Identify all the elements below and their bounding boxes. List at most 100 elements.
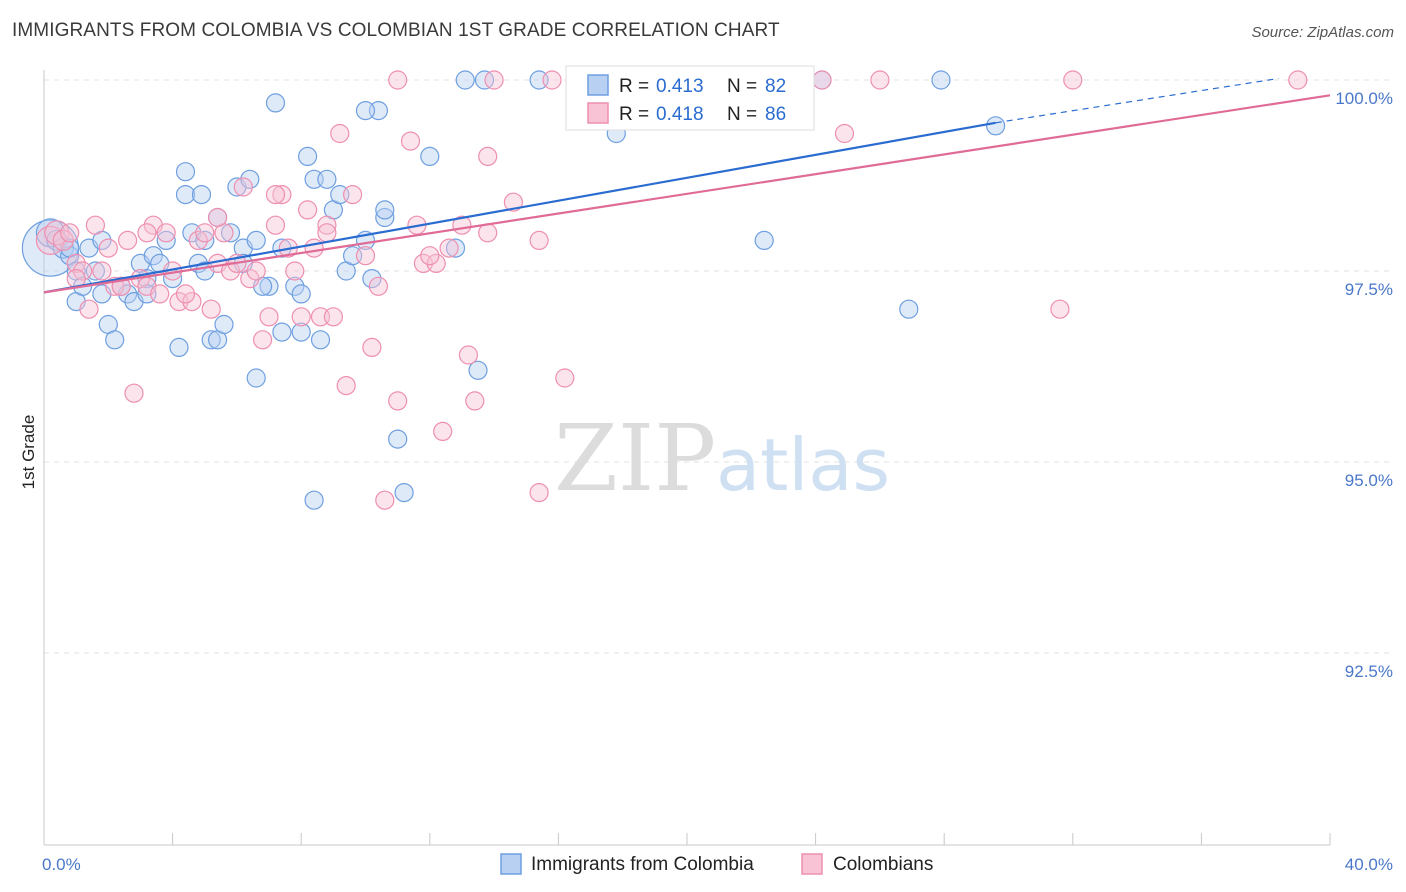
point-colombians <box>433 421 453 441</box>
point-colombians <box>98 238 118 258</box>
series-legend-swatch-blue <box>500 853 522 875</box>
point-colombians <box>92 261 112 281</box>
watermark: ZIP atlas <box>554 405 890 512</box>
point-colombians <box>272 185 292 205</box>
point-immigrants-colombia <box>298 146 318 166</box>
point-immigrants-colombia <box>394 483 414 503</box>
point-colombians <box>388 70 408 90</box>
point-immigrants-colombia <box>169 337 189 357</box>
point-immigrants-colombia <box>175 162 196 182</box>
tick-labels: 100.0% 97.5% 95.0% 92.5% <box>1335 89 1393 681</box>
point-colombians <box>265 215 286 235</box>
point-immigrants-colombia <box>375 207 395 228</box>
point-colombians <box>188 230 208 250</box>
point-immigrants-colombia <box>201 330 221 350</box>
point-immigrants-colombia <box>388 429 408 449</box>
point-colombians <box>336 376 356 396</box>
point-immigrants-colombia <box>195 230 215 250</box>
point-immigrants-colombia <box>310 330 331 350</box>
point-colombians <box>201 299 221 319</box>
point-immigrants-colombia <box>214 314 234 335</box>
point-colombians <box>870 70 890 90</box>
point-colombians <box>233 177 253 197</box>
chart-source: Source: ZipAtlas.com <box>1251 24 1394 41</box>
point-colombians <box>1288 70 1308 90</box>
x-tick-min: 0.0% <box>42 855 81 874</box>
point-colombians <box>529 230 549 250</box>
point-colombians <box>323 307 343 327</box>
chart-title: IMMIGRANTS FROM COLOMBIA VS COLOMBIAN 1S… <box>12 20 780 41</box>
point-colombians <box>79 299 99 319</box>
point-colombians <box>439 238 459 258</box>
legend-n-value-1: 82 <box>765 76 786 97</box>
point-colombians <box>291 307 311 327</box>
point-immigrants-colombia <box>143 246 163 266</box>
legend-n-label-2: N = <box>727 104 757 125</box>
point-colombians <box>220 261 241 281</box>
point-immigrants-colombia <box>304 490 324 510</box>
point-immigrants-colombia <box>246 368 266 388</box>
point-colombians <box>124 383 144 403</box>
point-immigrants-colombia <box>220 223 241 243</box>
point-immigrants-colombia <box>754 230 774 250</box>
legend-r-label-2: R = <box>619 104 649 125</box>
trend-line-colombians <box>43 94 1331 294</box>
point-immigrants-colombia <box>468 360 488 380</box>
point-colombians <box>195 223 215 243</box>
point-colombians <box>66 253 86 273</box>
trend-line-immigrants-colombia <box>43 121 996 294</box>
point-colombians <box>834 123 855 144</box>
point-immigrants-colombia <box>191 185 212 205</box>
trend-line-extension <box>995 77 1279 124</box>
point-immigrants-colombia <box>474 70 495 90</box>
point-colombians <box>484 70 504 90</box>
point-colombians <box>150 284 170 304</box>
point-colombians <box>240 269 260 289</box>
legend-swatch-blue <box>587 74 609 96</box>
point-colombians <box>175 284 196 304</box>
point-colombians <box>368 276 388 296</box>
legend-r-value-2: 0.418 <box>656 104 704 125</box>
legend-r-label-1: R = <box>619 76 649 97</box>
point-colombians <box>330 123 350 144</box>
legend-n-value-2: 86 <box>765 104 786 125</box>
point-colombians <box>362 337 382 357</box>
y-tick-label: 97.5% <box>1345 280 1393 299</box>
watermark-zip: ZIP <box>554 405 716 512</box>
point-colombians <box>355 246 376 266</box>
point-immigrants-colombia <box>445 238 466 258</box>
point-colombians <box>529 483 549 503</box>
stats-legend: R = 0.413 N = 82 R = 0.418 N = 86 <box>565 65 815 131</box>
series-legend-label-pink: Colombians <box>833 854 933 875</box>
point-immigrants-colombia <box>175 185 196 205</box>
series-legend: Immigrants from Colombia Colombians <box>500 853 933 875</box>
point-immigrants-colombia <box>375 200 395 220</box>
point-colombians <box>317 215 337 235</box>
point-immigrants-colombia <box>246 230 266 250</box>
x-tick-max: 40.0% <box>1345 855 1393 874</box>
point-colombians <box>137 223 157 243</box>
point-colombians <box>420 246 440 266</box>
point-colombians <box>426 253 446 273</box>
point-colombians <box>72 261 93 281</box>
point-immigrants-colombia <box>240 169 260 189</box>
point-colombians <box>285 261 305 281</box>
point-colombians <box>246 261 266 281</box>
point-colombians <box>555 368 575 388</box>
point-colombians <box>208 207 228 228</box>
point-immigrants-colombia <box>259 276 279 296</box>
point-immigrants-colombia <box>355 100 376 121</box>
point-colombians <box>542 70 562 90</box>
point-colombians <box>85 215 106 235</box>
series-legend-swatch-pink <box>801 853 823 875</box>
point-colombians <box>1050 299 1070 319</box>
point-colombians <box>388 391 408 411</box>
point-colombians <box>265 185 286 205</box>
point-immigrants-colombia <box>272 322 292 342</box>
point-colombians <box>812 70 832 90</box>
point-colombians <box>259 307 279 327</box>
point-colombians <box>478 223 498 243</box>
legend-r-value-1: 0.413 <box>656 76 704 97</box>
point-colombians <box>117 230 138 250</box>
point-immigrants-colombia <box>317 169 337 189</box>
